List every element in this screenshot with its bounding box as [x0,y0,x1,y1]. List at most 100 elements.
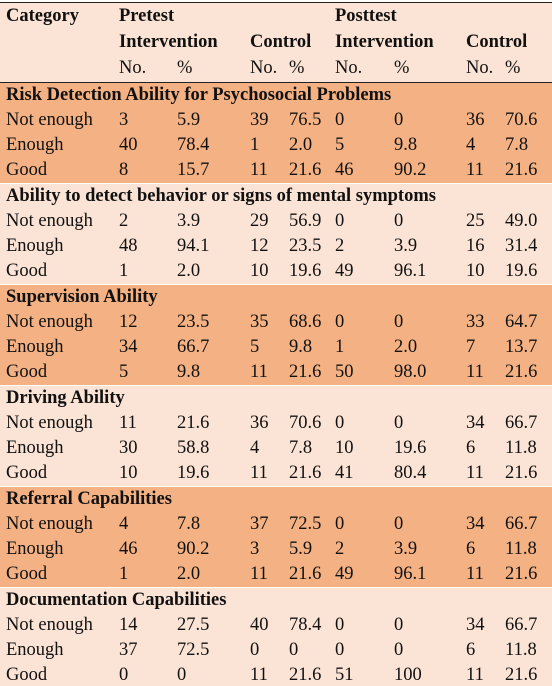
subheader: No. [460,55,499,83]
data-row: Enough 37 72.5 0 0 0 0 6 11.8 [0,638,552,663]
cell: 16 [460,234,499,259]
cell: 21.6 [499,461,552,487]
subheader: No. [113,55,171,83]
cell: 25 [460,209,499,234]
cell: 72.5 [171,638,244,663]
data-row: Enough 46 90.2 3 5.9 2 3.9 6 11.8 [0,537,552,562]
cell: 46 [113,537,171,562]
cell: 14 [113,613,171,638]
pretest-header: Pretest [113,2,329,29]
cell: 11 [244,360,283,386]
cell: 3 [113,108,171,133]
row-label: Enough [0,537,113,562]
cell: 11.8 [499,638,552,663]
cell: 9.8 [283,335,329,360]
subheader-row: No.% No.% No.% No.% [0,55,552,83]
cell: 3.9 [171,209,244,234]
cell: 0 [388,411,460,436]
section-title-row: Ability to detect behavior or signs of m… [0,183,552,209]
cell: 1 [113,562,171,588]
cell: 48 [113,234,171,259]
group-header: Intervention [329,29,460,55]
cell: 5.9 [171,108,244,133]
cell: 5 [113,360,171,386]
cell: 6 [460,638,499,663]
cell: 2.0 [388,335,460,360]
data-row: Not enough 11 21.6 36 70.6 0 0 34 66.7 [0,411,552,436]
cell: 66.7 [499,411,552,436]
cell: 4 [244,436,283,461]
group-header: Control [244,29,329,55]
cell: 0 [388,613,460,638]
cell: 11 [460,360,499,386]
data-row: Not enough 4 7.8 37 72.5 0 0 34 66.7 [0,512,552,537]
cell: 3 [244,537,283,562]
cell: 21.6 [499,360,552,386]
cell: 49 [329,259,388,285]
cell: 76.5 [283,108,329,133]
cell: 10 [329,436,388,461]
cell: 39 [244,108,283,133]
row-label: Not enough [0,310,113,335]
cell: 35 [244,310,283,335]
cell: 36 [460,108,499,133]
row-label: Enough [0,436,113,461]
subheader: % [283,55,329,83]
cell: 0 [388,310,460,335]
cell: 5.9 [283,537,329,562]
cell: 11 [460,158,499,184]
data-row: Good 8 15.7 11 21.6 46 90.2 11 21.6 [0,158,552,184]
row-label: Not enough [0,108,113,133]
cell: 23.5 [171,310,244,335]
section-title-row: Documentation Capabilities [0,587,552,613]
data-row: Good 0 0 11 21.6 51 100 11 21.6 [0,663,552,686]
subheader: No. [329,55,388,83]
cell: 21.6 [499,158,552,184]
cell: 8 [113,158,171,184]
cell: 78.4 [283,613,329,638]
cell: 34 [460,613,499,638]
cell: 11 [460,562,499,588]
posttest-header: Posttest [329,2,552,29]
cell: 2 [329,537,388,562]
cell: 36 [244,411,283,436]
cell: 96.1 [388,259,460,285]
cell: 100 [388,663,460,686]
cell: 12 [244,234,283,259]
cell: 21.6 [171,411,244,436]
cell: 0 [329,108,388,133]
cell: 0 [388,209,460,234]
cell: 10 [244,259,283,285]
section-title-row: Driving Ability [0,385,552,411]
row-label: Good [0,663,113,686]
section-title: Ability to detect behavior or signs of m… [0,183,552,209]
cell: 11 [244,158,283,184]
table-body: Risk Detection Ability for Psychosocial … [0,82,552,686]
cell: 0 [329,613,388,638]
cell: 58.8 [171,436,244,461]
cell: 0 [171,663,244,686]
row-label: Enough [0,335,113,360]
cell: 6 [460,537,499,562]
cell: 0 [329,638,388,663]
cell: 7.8 [171,512,244,537]
cell: 3.9 [388,234,460,259]
cell: 0 [329,411,388,436]
data-row: Not enough 2 3.9 29 56.9 0 0 25 49.0 [0,209,552,234]
cell: 30 [113,436,171,461]
cell: 13.7 [499,335,552,360]
data-row: Good 1 2.0 10 19.6 49 96.1 10 19.6 [0,259,552,285]
cell: 50 [329,360,388,386]
cell: 72.5 [283,512,329,537]
data-row: Good 10 19.6 11 21.6 41 80.4 11 21.6 [0,461,552,487]
cell: 4 [113,512,171,537]
cell: 1 [113,259,171,285]
cell: 66.7 [171,335,244,360]
cell: 0 [113,663,171,686]
cell: 11 [460,663,499,686]
cell: 0 [244,638,283,663]
cell: 11 [244,461,283,487]
cell: 10 [460,259,499,285]
row-label: Not enough [0,613,113,638]
